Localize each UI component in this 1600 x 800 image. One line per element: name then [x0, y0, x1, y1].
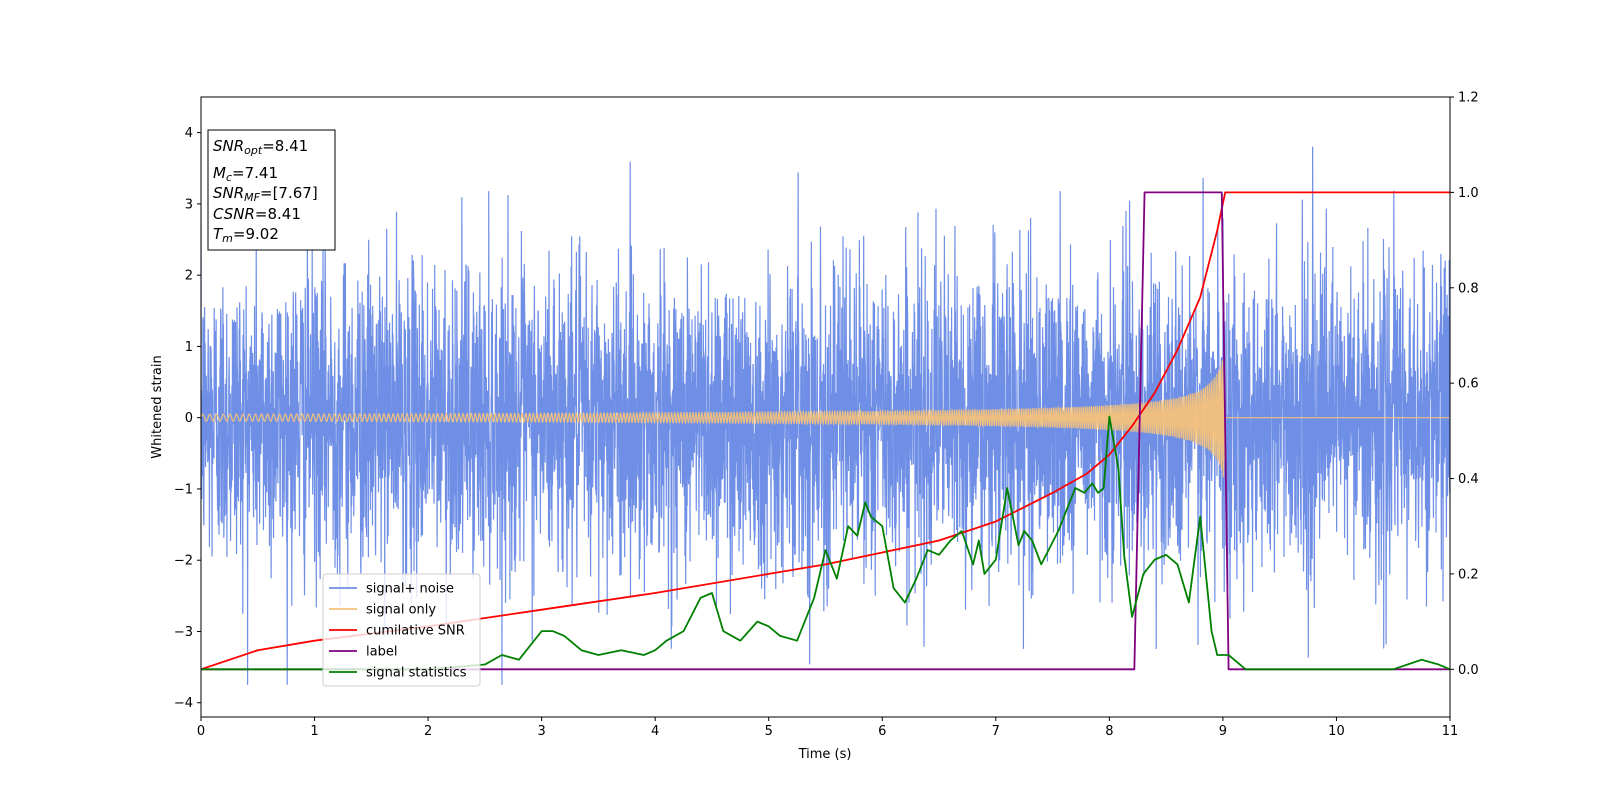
x-tick-label: 3 — [537, 724, 545, 739]
legend-label: label — [366, 645, 397, 660]
x-tick-label: 1 — [310, 724, 318, 739]
y-axis-left: −4 −3 −2 −1 0 1 2 3 4 — [174, 126, 201, 711]
x-tick-label: 11 — [1442, 724, 1459, 739]
legend-label: cumilative SNR — [366, 624, 465, 639]
legend-label: signal statistics — [366, 666, 467, 681]
y2-tick-label: 1.2 — [1458, 91, 1479, 106]
y-axis-right: 0.0 0.2 0.4 0.6 0.8 1.0 1.2 — [1450, 91, 1479, 678]
x-axis-label: Time (s) — [798, 747, 852, 762]
y-tick-label: −2 — [174, 554, 193, 569]
legend-label: signal only — [366, 603, 436, 618]
info-box: SNRopt=8.41 Mc=7.41 SNRMF=[7.67] CSNR=8.… — [207, 129, 336, 251]
y2-tick-label: 0.4 — [1458, 472, 1479, 487]
y-tick-label: −3 — [174, 625, 193, 640]
y2-tick-label: 0.6 — [1458, 377, 1479, 392]
y-tick-label: 0 — [185, 411, 193, 426]
legend-frame — [322, 573, 481, 687]
x-tick-label: 7 — [992, 724, 1000, 739]
y-tick-label: 2 — [185, 269, 193, 284]
info-snr-mf: SNRMF=[7.67] — [213, 184, 318, 204]
y-axis-label: Whitened strain — [150, 355, 165, 458]
series-signal-only-line — [201, 352, 1450, 478]
info-mc: Mc=7.41 — [213, 164, 278, 184]
legend-label: signal+ noise — [366, 582, 454, 597]
info-snr-opt: SNRopt=8.41 — [213, 137, 308, 157]
y-tick-label: 1 — [185, 340, 193, 355]
y2-tick-label: 0.0 — [1458, 663, 1479, 678]
plot-frame — [200, 96, 1451, 718]
x-tick-label: 10 — [1328, 724, 1345, 739]
x-tick-label: 9 — [1219, 724, 1227, 739]
x-tick-label: 4 — [651, 724, 659, 739]
series-signal-statistics-line — [201, 415, 1450, 671]
y2-tick-label: 0.2 — [1458, 567, 1479, 582]
x-tick-label: 0 — [197, 724, 205, 739]
y2-tick-label: 0.8 — [1458, 281, 1479, 296]
legend: signal+ noise signal only cumilative SNR la… — [322, 573, 481, 687]
x-axis: 0 1 2 3 4 5 6 7 8 9 10 11 — [197, 717, 1458, 739]
y-tick-label: −1 — [174, 482, 193, 497]
info-csnr: CSNR=8.41 — [213, 205, 301, 223]
x-tick-label: 2 — [424, 724, 432, 739]
y-tick-label: 4 — [185, 126, 193, 141]
y-tick-label: −4 — [174, 696, 193, 711]
x-tick-label: 5 — [765, 724, 773, 739]
y-tick-label: 3 — [185, 197, 193, 212]
x-tick-label: 8 — [1105, 724, 1113, 739]
x-tick-label: 6 — [878, 724, 886, 739]
info-box-frame — [207, 129, 336, 251]
y2-tick-label: 1.0 — [1458, 186, 1479, 201]
series-signal-noise-line — [201, 146, 1450, 685]
info-tm: Tm=9.02 — [213, 225, 279, 245]
